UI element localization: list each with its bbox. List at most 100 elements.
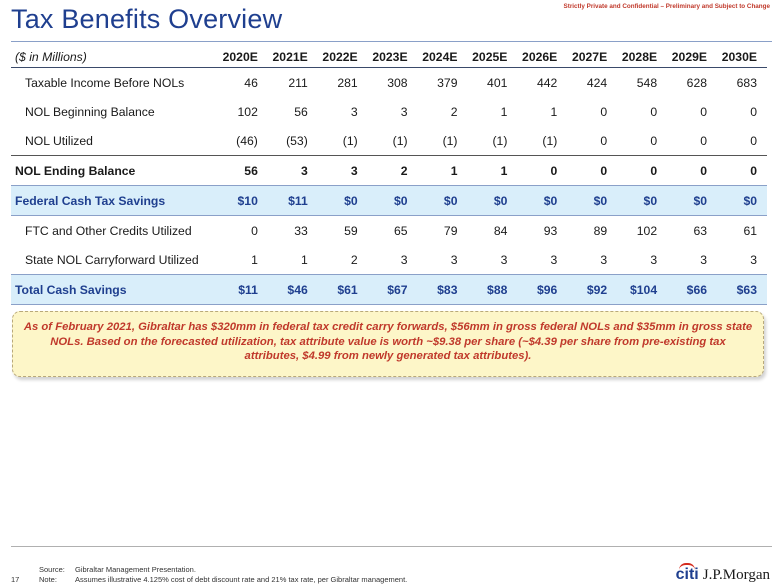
table-cell: $92 (567, 274, 618, 305)
table-cell: $0 (467, 185, 518, 216)
table-cell: 3 (700, 252, 708, 267)
table-cell: 1 (550, 104, 558, 119)
year-header: 2023E (367, 46, 418, 68)
year-header: 2021E (267, 46, 318, 68)
confidential-notice: Strictly Private and Confidential – Prel… (563, 3, 770, 10)
table-cell: $0 (517, 185, 568, 216)
table-cell: $10 (217, 185, 268, 216)
table-cell: (1) (442, 133, 458, 148)
table-row: Federal Cash Tax Savings $10 $11 $0 $0 $0 $0 $0… (11, 185, 767, 216)
table-cell: 211 (288, 75, 308, 90)
note-key: Note: (39, 575, 57, 584)
table-cell: 0 (650, 133, 658, 148)
table-cell: $66 (667, 274, 718, 305)
table-cell: 56 (217, 155, 268, 186)
table-cell: 2 (450, 104, 458, 119)
table-cell: $83 (417, 274, 468, 305)
table-row: NOL Beginning Balance 102 56 3 3 2 1 1 0 0 0 0 (11, 97, 767, 126)
table-cell: $67 (367, 274, 418, 305)
table-cell: 379 (437, 75, 458, 90)
table-cell: 683 (736, 75, 757, 90)
row-label: Total Cash Savings (11, 274, 218, 305)
table-cell: 3 (650, 252, 658, 267)
table-row: FTC and Other Credits Utilized 0 33 59 65 79 8… (11, 216, 767, 246)
table-cell: (53) (286, 133, 308, 148)
table-cell: 3 (400, 252, 408, 267)
title-divider (11, 41, 772, 42)
page-title: Tax Benefits Overview (11, 4, 283, 34)
table-cell: 3 (600, 252, 608, 267)
table-cell: 1 (251, 252, 258, 267)
table-cell: (1) (492, 133, 508, 148)
table-cell: 0 (600, 133, 608, 148)
table-cell: 442 (536, 75, 558, 90)
table-cell: 1 (417, 155, 468, 186)
table-cell: 628 (686, 75, 708, 90)
row-label: NOL Utilized (25, 133, 93, 148)
table-cell: 3 (500, 252, 508, 267)
table-cell: 0 (617, 155, 668, 186)
table-cell: $0 (367, 185, 418, 216)
table-cell: 2 (350, 252, 358, 267)
table-cell: 59 (344, 223, 358, 238)
table-header-row: ($ in Millions) 2020E 2021E 2022E 2023E … (11, 46, 767, 68)
note-text: Assumes illustrative 4.125% cost of debt… (75, 575, 408, 584)
year-header: 2028E (617, 46, 668, 68)
row-label: NOL Ending Balance (11, 155, 218, 186)
table-cell: 102 (237, 104, 258, 119)
table-cell: 0 (650, 104, 658, 119)
table-cell: 0 (717, 155, 767, 186)
table-cell: $11 (217, 274, 268, 305)
table-cell: 0 (517, 155, 568, 186)
table-cell: $63 (717, 274, 767, 305)
table-cell: 3 (450, 252, 458, 267)
source-text: Gibraltar Management Presentation. (75, 565, 196, 574)
table-row: NOL Ending Balance 56 3 3 2 1 1 0 0 0 0 0 (11, 155, 767, 186)
table-cell: 0 (600, 104, 608, 119)
table-cell: 102 (636, 223, 658, 238)
table-cell: 61 (743, 223, 757, 238)
page-number: 17 (11, 575, 20, 584)
table-cell: (1) (392, 133, 408, 148)
table-cell: $11 (267, 185, 318, 216)
callout-box: As of February 2021, Gibraltar has $320m… (12, 311, 764, 377)
table-cell: 79 (443, 223, 458, 238)
row-label: Taxable Income Before NOLs (25, 75, 185, 90)
table-cell: (46) (236, 133, 258, 148)
table-cell: 308 (387, 75, 408, 90)
table-row: State NOL Carryforward Utilized 1 1 2 3 3 3 3 3 3… (11, 245, 767, 275)
table-cell: 3 (350, 104, 358, 119)
table-cell: 3 (750, 252, 757, 267)
table-cell: $96 (517, 274, 568, 305)
citi-arc-icon (678, 563, 695, 570)
table-cell: 3 (317, 155, 368, 186)
year-header: 2029E (667, 46, 718, 68)
table-cell: 424 (586, 75, 608, 90)
table-cell: 0 (251, 223, 258, 238)
table-cell: (1) (342, 133, 358, 148)
table-cell: 33 (294, 223, 308, 238)
year-header: 2030E (717, 46, 767, 68)
table-cell: 0 (700, 133, 708, 148)
unit-label: ($ in Millions) (11, 46, 218, 68)
year-header: 2027E (567, 46, 618, 68)
year-header: 2026E (517, 46, 568, 68)
table-cell: $61 (317, 274, 368, 305)
table-cell: $0 (567, 185, 618, 216)
source-key: Source: (39, 565, 65, 574)
year-header: 2020E (217, 46, 268, 68)
table-row: Total Cash Savings $11 $46 $61 $67 $83 $88 $96 $… (11, 274, 767, 305)
callout-text: As of February 2021, Gibraltar has $320m… (23, 321, 753, 362)
footnotes: Source: Gibraltar Management Presentation… (39, 565, 407, 585)
table-cell: 46 (244, 75, 258, 90)
table-cell: 56 (294, 104, 308, 119)
table-cell: 65 (394, 223, 408, 238)
table-cell: 281 (337, 75, 358, 90)
row-label: NOL Beginning Balance (25, 104, 155, 119)
table-cell: $0 (417, 185, 468, 216)
table-cell: 3 (267, 155, 318, 186)
table-cell: $0 (667, 185, 718, 216)
year-header: 2024E (417, 46, 468, 68)
table-cell: $104 (617, 274, 668, 305)
table-cell: 0 (667, 155, 718, 186)
